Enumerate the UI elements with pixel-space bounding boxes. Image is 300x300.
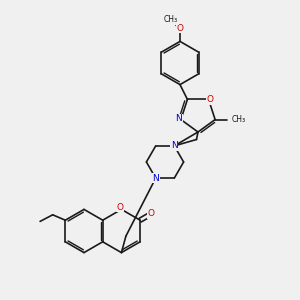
Text: CH₃: CH₃ (164, 15, 178, 24)
Text: O: O (116, 202, 123, 211)
Text: O: O (207, 95, 214, 104)
Text: O: O (148, 209, 154, 218)
Text: O: O (176, 24, 184, 33)
Text: N: N (152, 174, 159, 183)
Text: CH₃: CH₃ (232, 115, 246, 124)
Text: N: N (175, 115, 182, 124)
Text: N: N (171, 141, 178, 150)
